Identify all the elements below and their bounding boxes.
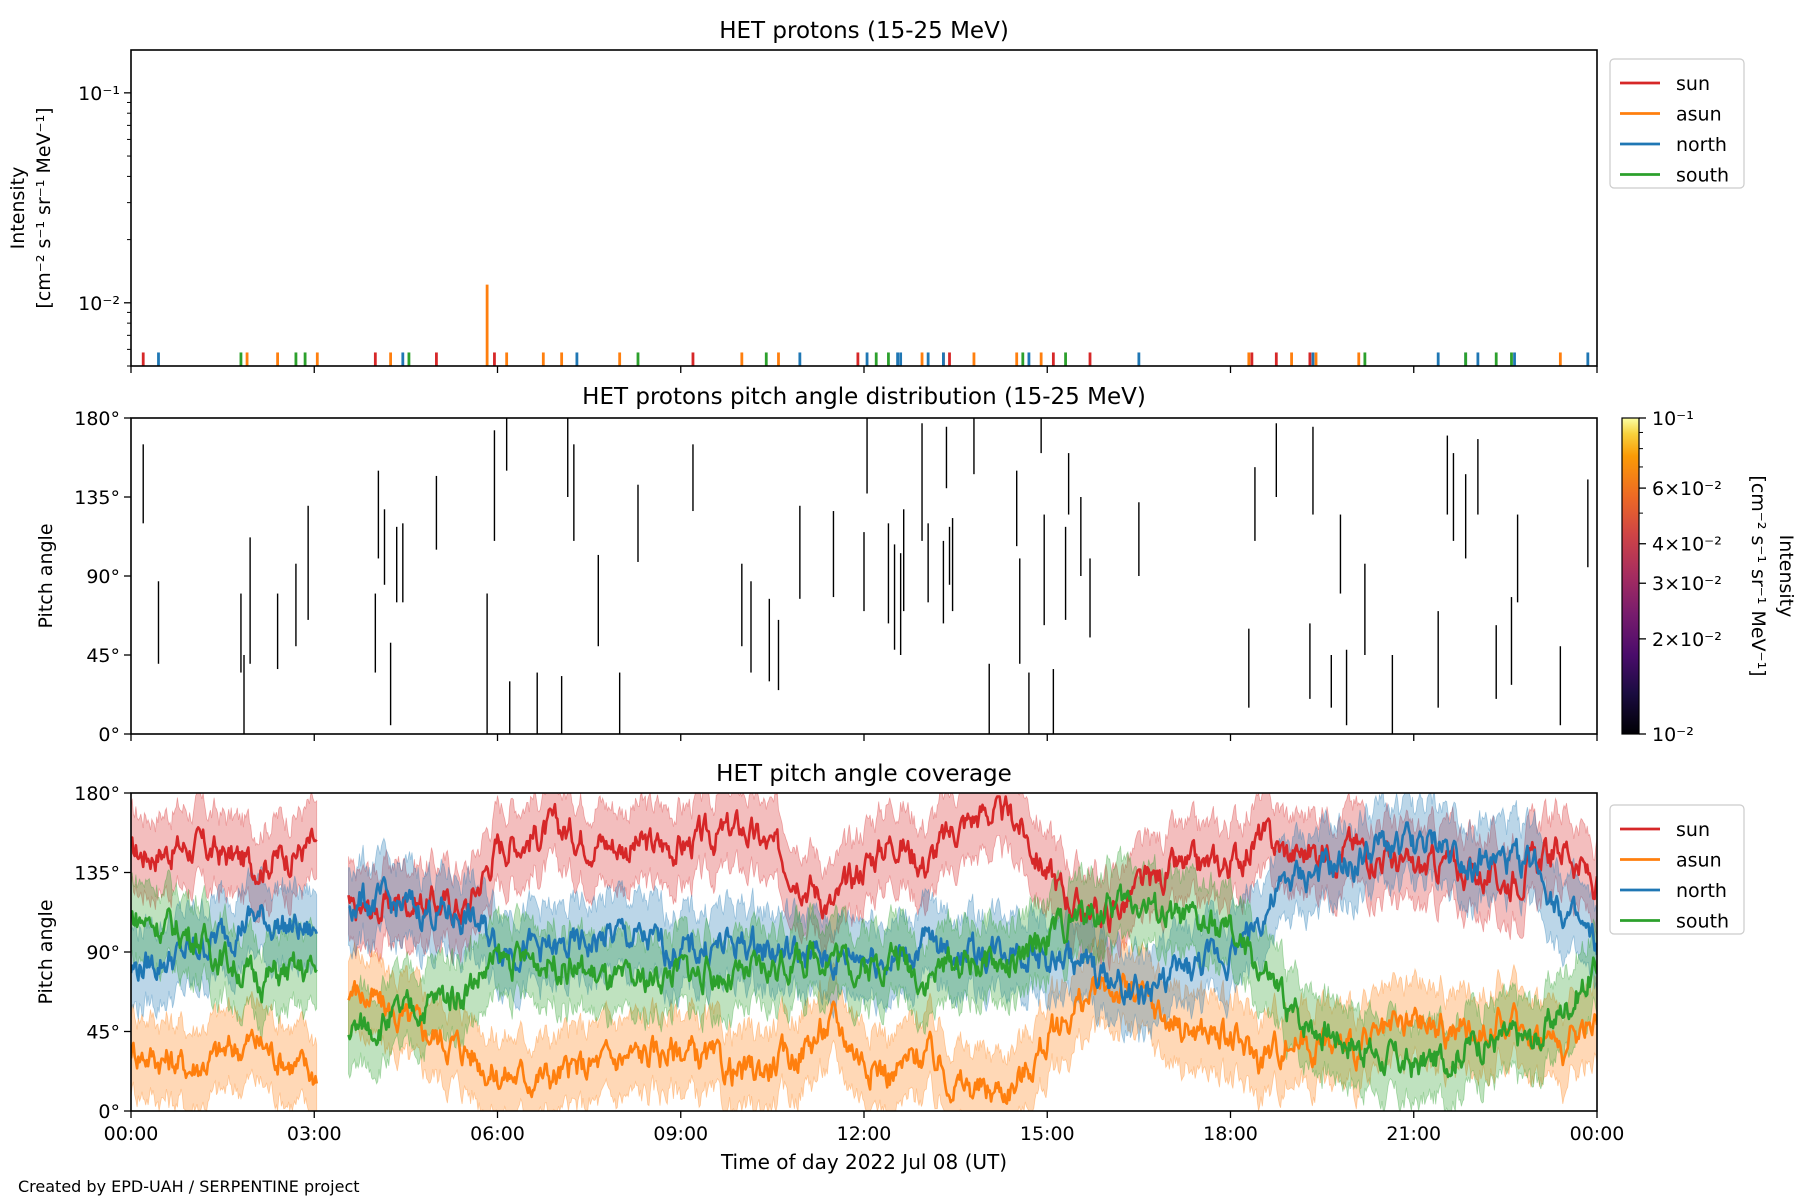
panel1-x-ticks <box>130 366 1598 373</box>
y-tick-label: 0° <box>98 1101 120 1123</box>
x-tick-label: 00:00 <box>104 1123 159 1145</box>
legend-label-asun: asun <box>1676 850 1722 872</box>
coverage-line-north-0 <box>131 904 318 982</box>
panel1-y-ticks: 10⁻² 10⁻¹ <box>78 83 131 367</box>
x-tick-label: 18:00 <box>1203 1123 1258 1145</box>
coverage-line-south-1 <box>347 883 1597 1079</box>
coverage-line-south-0 <box>131 907 318 1004</box>
colorbar-tick-label: 6×10⁻² <box>1652 478 1722 500</box>
y-tick-label: 135° <box>74 863 120 885</box>
x-tick-label: 03:00 <box>287 1123 342 1145</box>
panel2-ylabel: Pitch angle <box>35 523 57 628</box>
x-tick-label: 12:00 <box>837 1123 892 1145</box>
panel1-legend: sun asun north south <box>1609 58 1745 189</box>
colorbar-tick-label: 10⁻¹ <box>1652 408 1694 430</box>
panel3-y-ticks: 0° 45° 90° 135° 180° <box>74 783 131 1123</box>
colorbar-label-line2: [cm⁻² s⁻¹ sr⁻¹ MeV⁻¹] <box>1747 475 1769 676</box>
panel2-y-ticks: 0° 45° 90° 135° 180° <box>74 408 131 746</box>
panel-pitch-angle-distribution: HET protons pitch angle distribution (15… <box>35 384 1797 746</box>
panel1-title: HET protons (15-25 MeV) <box>719 18 1009 44</box>
x-tick-label: 15:00 <box>1020 1123 1075 1145</box>
colorbar-tick-label: 2×10⁻² <box>1652 629 1722 651</box>
coverage-line-north-1 <box>348 821 1597 1006</box>
y-tick-label: 90° <box>86 942 120 964</box>
panel-intensity: HET protons (15-25 MeV) 10⁻² 10⁻¹ Intensi… <box>7 18 1745 373</box>
legend-label-south: south <box>1676 165 1729 187</box>
y-tick-label: 180° <box>74 783 120 805</box>
coverage-band-sun-1 <box>348 793 1597 971</box>
legend-label-south: south <box>1676 911 1729 933</box>
panel3-x-ticks: 00:00 03:00 06:00 09:00 12:00 15:00 18:00 21:00… <box>104 1111 1625 1145</box>
y-tick-label: 180° <box>74 408 120 430</box>
legend-label-sun: sun <box>1676 73 1710 95</box>
colorbar-tick-label: 10⁻² <box>1652 724 1694 746</box>
panel1-frame <box>130 49 1598 367</box>
legend-label-sun: sun <box>1676 819 1710 841</box>
panel3-lines <box>131 795 1597 1105</box>
y-tick-label: 135° <box>74 487 120 509</box>
coverage-line-sun-0 <box>131 826 318 886</box>
y-tick-label: 0° <box>98 724 120 746</box>
panel-pitch-angle-coverage: HET pitch angle coverage 0° 45° 90° 135° 180… <box>35 761 1745 1145</box>
panel2-title: HET protons pitch angle distribution (15… <box>582 384 1146 410</box>
credit-text: Created by EPD-UAH / SERPENTINE project <box>18 1177 360 1196</box>
coverage-line-asun-1 <box>347 972 1597 1105</box>
legend-box <box>1609 58 1745 189</box>
y-tick-label: 90° <box>86 566 120 588</box>
x-tick-label: 21:00 <box>1386 1123 1441 1145</box>
legend-box <box>1609 804 1745 935</box>
legend-label-asun: asun <box>1676 104 1722 126</box>
panel3-ylabel: Pitch angle <box>35 899 57 1004</box>
panel3-title: HET pitch angle coverage <box>716 761 1012 787</box>
y-tick-label: 45° <box>86 645 120 667</box>
panel1-ylabel-line1: Intensity <box>7 167 29 250</box>
colorbar-tick-label: 4×10⁻² <box>1652 534 1722 556</box>
coverage-line-asun-0 <box>131 1028 318 1086</box>
legend-label-north: north <box>1676 134 1727 156</box>
panel2-x-ticks <box>130 734 1598 741</box>
y-tick-label: 45° <box>86 1022 120 1044</box>
coverage-band-sun-0 <box>131 793 318 924</box>
legend-label-north: north <box>1676 880 1727 902</box>
colorbar-tick-label: 3×10⁻² <box>1652 573 1722 595</box>
y-tick-label: 10⁻² <box>78 293 120 315</box>
x-tick-label: 00:00 <box>1570 1123 1625 1145</box>
colorbar-label-line1: Intensity <box>1775 535 1797 618</box>
y-tick-label: 10⁻¹ <box>78 83 120 105</box>
panel1-marks <box>141 284 1590 366</box>
panel1-ylabel-line2: [cm⁻² s⁻¹ sr⁻¹ MeV⁻¹] <box>33 107 55 308</box>
panel3-legend: sun asun north south <box>1609 804 1745 935</box>
x-tick-label: 09:00 <box>653 1123 708 1145</box>
x-tick-label: 06:00 <box>470 1123 525 1145</box>
colorbar-ticks: 10⁻² 2×10⁻² 3×10⁻² 4×10⁻² 6×10⁻² 10⁻¹ <box>1639 408 1722 746</box>
x-axis-label: Time of day 2022 Jul 08 (UT) <box>720 1150 1007 1174</box>
colorbar <box>1621 417 1640 735</box>
panel2-marks <box>142 418 1589 734</box>
